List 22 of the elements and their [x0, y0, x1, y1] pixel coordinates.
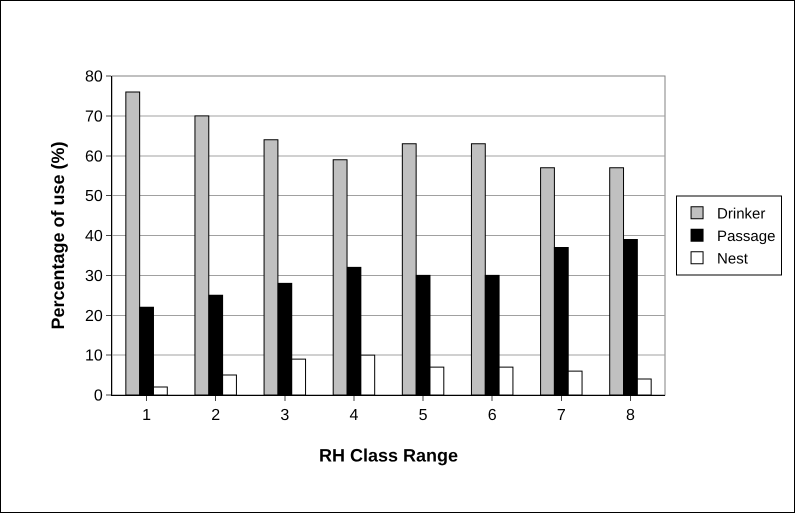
x-tick-label: 7: [556, 407, 566, 424]
x-axis-title: RH Class Range: [318, 445, 458, 466]
y-tick-label: 80: [85, 68, 103, 86]
x-tick-label: 5: [418, 407, 428, 424]
x-tick-label: 8: [626, 407, 635, 424]
x-tick-label: 3: [280, 407, 290, 424]
legend-label: Nest: [717, 250, 749, 268]
y-tick-label: 70: [85, 108, 103, 126]
y-tick-label: 10: [85, 348, 103, 365]
y-axis-title: Percentage of use (%): [48, 141, 68, 330]
y-tick-label: 50: [85, 188, 103, 206]
x-tick-label: 1: [142, 407, 152, 424]
legend-label: Passage: [717, 228, 776, 246]
x-tick-label: 6: [488, 407, 497, 424]
y-tick-label: 40: [85, 228, 103, 246]
y-tick-label: 60: [85, 148, 103, 166]
legend-label: Drinker: [717, 206, 766, 223]
y-tick-label: 0: [94, 388, 103, 405]
y-tick-label: 30: [85, 268, 103, 285]
y-tick-label: 20: [85, 308, 103, 325]
x-tick-label: 2: [211, 407, 220, 424]
x-tick-label: 4: [349, 407, 358, 424]
